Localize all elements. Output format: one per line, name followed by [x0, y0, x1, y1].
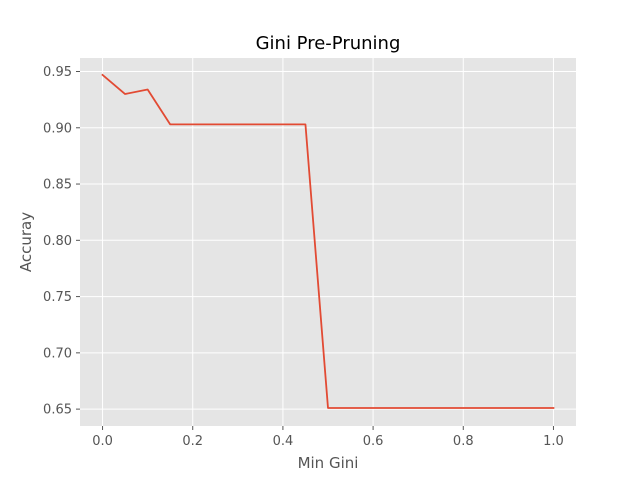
x-tick-label: 0.6 — [363, 434, 384, 449]
x-tick-label: 0.4 — [273, 434, 294, 449]
y-tick-label: 0.95 — [43, 65, 72, 80]
x-tick-label: 0.0 — [92, 434, 113, 449]
axis-ticks: 0.0 0.2 0.4 0.6 0.8 1.0 0.65 0.70 0.75 0.80 0.85 0.… — [43, 65, 564, 449]
x-tick-label: 1.0 — [543, 434, 564, 449]
x-tick-label: 0.8 — [453, 434, 474, 449]
y-tick-label: 0.70 — [43, 346, 72, 361]
grid-lines — [80, 58, 576, 426]
series-lines — [101, 73, 555, 409]
chart-title: Gini Pre-Pruning — [256, 33, 401, 54]
x-tick-label: 0.2 — [182, 434, 203, 449]
y-tick-label: 0.80 — [43, 234, 72, 249]
y-tick-label: 0.85 — [43, 178, 72, 193]
y-tick-label: 0.90 — [43, 121, 72, 136]
plot-area — [80, 58, 576, 426]
x-axis-label: Min Gini — [298, 454, 359, 472]
y-axis-label: Accuray — [17, 212, 35, 272]
series-line — [101, 73, 555, 409]
y-tick-label: 0.75 — [43, 290, 72, 305]
y-tick-label: 0.65 — [43, 403, 72, 418]
